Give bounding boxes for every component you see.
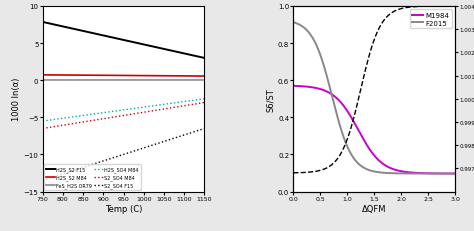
H2S_S2 M84 [186,75,192,78]
H2S_SO4 M84 [139,106,145,109]
S2_SO4 F15 [136,149,142,151]
H2S_S2 M84 [176,75,182,78]
H2S_SO4 M84 [40,120,46,123]
H2S_SO4 M84 [40,120,46,123]
M1984 [387,167,392,169]
Line: S2_SO4 M84: S2_SO4 M84 [43,103,204,129]
Line: H2S_S2 M84: H2S_S2 M84 [43,76,204,77]
S2_SO4 M84 [201,102,207,104]
H2S_SO4 M84 [136,107,142,110]
H2S_S2 M84 [139,75,145,78]
S2_SO4 F15 [136,149,141,151]
S2_SO4 M84 [40,128,46,130]
Y-axis label: 1000 ln(α): 1000 ln(α) [12,78,21,121]
Line: H2S_S2 F15: H2S_S2 F15 [43,23,204,59]
H2S_SO4 M84 [176,101,182,104]
H2S_S2 M84 [201,75,207,78]
F2015 [378,171,383,174]
S2_SO4 M84 [136,112,141,115]
S2_SO4 F15 [40,179,46,182]
M1984 [367,149,373,152]
S2_SO4 M84 [136,112,142,115]
FeS_H2S OR79 [176,79,182,82]
F2015 [423,172,428,175]
FeS_H2S OR79 [201,79,207,82]
H2S_S2 F15 [136,43,142,46]
H2S_S2 M84 [136,75,141,78]
S2_SO4 F15 [186,132,192,135]
M1984 [452,172,458,175]
H2S_S2 F15 [186,54,192,57]
X-axis label: Temp (C): Temp (C) [105,204,142,213]
Legend: M1984, F2015: M1984, F2015 [410,10,452,29]
M1984 [291,85,296,88]
H2S_SO4 M84 [201,98,207,101]
H2S_S2 F15 [139,43,145,46]
H2S_S2 M84 [40,74,46,77]
Legend: H2S_S2 F15, H2S_S2 M84, FeS_H2S OR79, H2S_SO4 M84, S2_SO4 M84, S2_SO4 F15: H2S_S2 F15, H2S_S2 M84, FeS_H2S OR79, H2… [44,164,141,190]
F2015 [387,172,392,175]
Line: S2_SO4 F15: S2_SO4 F15 [43,129,204,181]
H2S_S2 F15 [40,21,46,24]
H2S_SO4 M84 [186,100,192,103]
M1984 [448,172,454,175]
FeS_H2S OR79 [186,79,192,82]
S2_SO4 F15 [201,128,207,130]
FeS_H2S OR79 [136,79,142,82]
FeS_H2S OR79 [40,79,46,82]
F2015 [448,172,454,175]
F2015 [452,172,458,175]
F2015 [291,22,296,24]
H2S_S2 F15 [201,57,207,60]
FeS_H2S OR79 [136,79,141,82]
S2_SO4 M84 [40,128,46,130]
S2_SO4 M84 [139,112,145,114]
M1984 [378,161,383,164]
H2S_S2 M84 [40,74,46,77]
H2S_S2 F15 [136,43,141,46]
S2_SO4 M84 [186,104,192,107]
M1984 [368,150,374,153]
H2S_S2 F15 [176,52,182,55]
X-axis label: ΔQFM: ΔQFM [362,204,386,213]
F2015 [368,170,374,172]
M1984 [423,172,428,175]
S2_SO4 M84 [176,106,182,109]
H2S_S2 F15 [40,21,46,24]
Line: M1984: M1984 [293,86,455,174]
S2_SO4 F15 [40,179,46,182]
S2_SO4 F15 [176,136,182,138]
FeS_H2S OR79 [139,79,145,82]
H2S_SO4 M84 [136,107,141,110]
F2015 [367,169,373,172]
S2_SO4 F15 [139,148,145,150]
Y-axis label: S6/ST: S6/ST [266,88,275,111]
H2S_S2 M84 [136,75,142,78]
FeS_H2S OR79 [40,79,46,82]
Line: H2S_SO4 M84: H2S_SO4 M84 [43,99,204,122]
Line: F2015: F2015 [293,23,455,174]
